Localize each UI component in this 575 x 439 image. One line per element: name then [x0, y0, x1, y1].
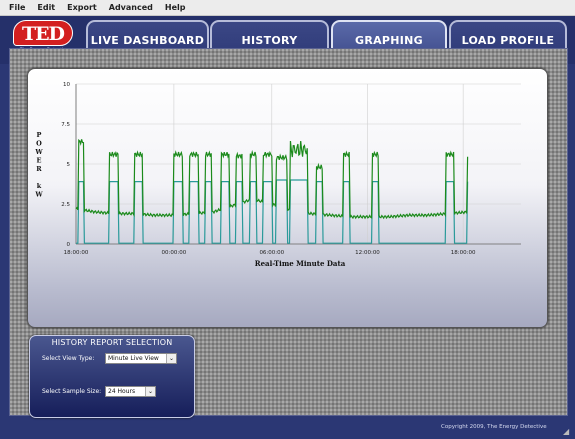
chart-axes: [75, 84, 521, 245]
y-tick-label: 0: [67, 242, 71, 248]
view-type-label: Select View Type:: [42, 355, 95, 362]
sample-size-select[interactable]: 24 Hours ⌄: [105, 386, 156, 397]
x-tick-label: 18:00:00: [64, 250, 89, 256]
x-axis-label: Real-Time Minute Data: [255, 259, 346, 268]
menu-export[interactable]: Export: [67, 3, 97, 12]
y-tick-label: 7.5: [61, 122, 70, 128]
tab-label: LOAD PROFILE: [461, 34, 555, 47]
y-tick-label: 5: [67, 162, 71, 168]
logo-mark: TED: [13, 20, 73, 46]
resize-grip-icon[interactable]: ◢: [563, 427, 570, 436]
menu-file[interactable]: File: [9, 3, 26, 12]
y-label-letter: W: [34, 148, 43, 156]
view-type-select[interactable]: Minute Live View ⌄: [105, 353, 177, 364]
y-label-letter: R: [36, 165, 42, 173]
chevron-down-icon: ⌄: [166, 354, 176, 363]
y-label-letter: O: [36, 140, 42, 148]
view-type-value: Minute Live View: [108, 355, 159, 362]
sample-size-value: 24 Hours: [108, 388, 136, 395]
menu-bar: File Edit Export Advanced Help: [0, 0, 575, 16]
y-label-letter: W: [34, 191, 43, 199]
copyright-text: Copyright 2009, The Energy Detective: [441, 424, 547, 430]
sample-size-label: Select Sample Size:: [42, 388, 102, 395]
tab-label: LIVE DASHBOARD: [90, 34, 205, 47]
menu-help[interactable]: Help: [164, 3, 186, 12]
y-tick-label: 2.5: [61, 202, 70, 208]
menu-advanced[interactable]: Advanced: [108, 3, 153, 12]
panel-title: HISTORY REPORT SELECTION: [51, 338, 173, 347]
y-label-letter: k: [37, 182, 42, 190]
y-tick-label: 10: [63, 82, 70, 88]
chevron-down-icon: ⌄: [145, 387, 155, 396]
chart-ticks: 0 2.5 5 7.5 10 18:00:00 00:00:00 06:00:00 12:00:…: [61, 82, 476, 256]
x-tick-label: 06:00:00: [259, 250, 284, 256]
chart-panel: 0 2.5 5 7.5 10 18:00:00 00:00:00 06:00:00 12:00:…: [27, 68, 548, 328]
y-label-letter: P: [37, 131, 42, 139]
series-green-line: [75, 138, 469, 220]
power-chart: 0 2.5 5 7.5 10 18:00:00 00:00:00 06:00:00 12:00:…: [34, 82, 521, 268]
history-report-panel: HISTORY REPORT SELECTION Select View Typ…: [29, 335, 195, 418]
x-tick-label: 12:00:00: [355, 250, 380, 256]
y-label-letter: E: [37, 157, 42, 165]
tab-label: GRAPHING: [354, 34, 423, 47]
menu-edit[interactable]: Edit: [37, 3, 56, 12]
x-tick-label: 00:00:00: [162, 250, 187, 256]
tab-label: HISTORY: [241, 34, 298, 47]
x-tick-label: 18:00:00: [451, 250, 476, 256]
